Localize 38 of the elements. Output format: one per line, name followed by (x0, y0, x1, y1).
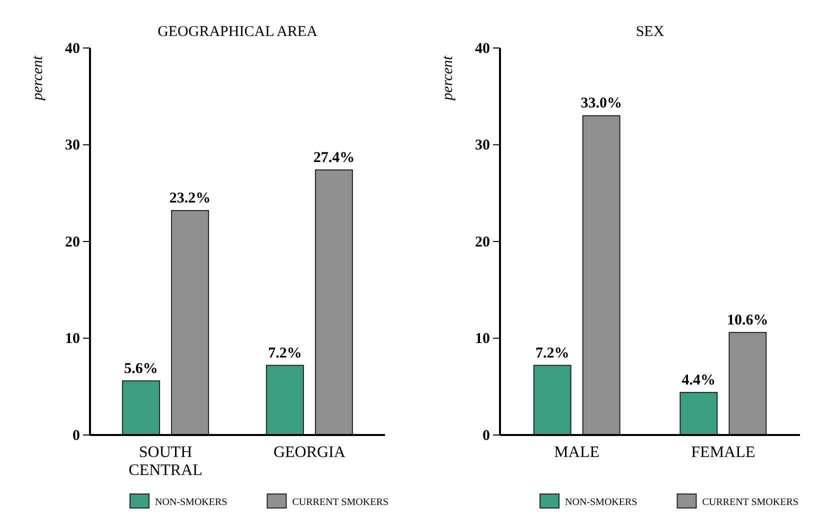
x-tick-label: SOUTH CENTRAL (128, 444, 202, 479)
bar (266, 364, 304, 436)
y-tick-label: 0 (482, 428, 490, 444)
legend-label: NON-SMOKERS (155, 497, 228, 508)
data-label: 5.6% (124, 360, 158, 377)
y-tick-label: 40 (65, 40, 80, 57)
y-tick-label: 20 (65, 234, 80, 250)
bar (171, 210, 210, 436)
y-tick-label: 30 (65, 138, 80, 154)
y-axis-title: percent (440, 54, 456, 102)
bar (728, 332, 767, 436)
y-tick-label: 10 (65, 331, 80, 348)
data-label: 10.6% (727, 312, 768, 328)
x-tick-label: MALE (554, 444, 600, 461)
data-label: 23.2% (169, 190, 211, 207)
y-tick-label: 0 (72, 428, 80, 444)
data-label: 7.2% (535, 345, 570, 362)
bar (582, 115, 620, 436)
y-tick-label: 40 (475, 40, 490, 57)
legend-label: CURRENT SMOKERS (702, 497, 798, 508)
bar (314, 169, 353, 436)
y-tick-label: 20 (475, 234, 490, 250)
x-tick-label: FEMALE (691, 444, 756, 461)
chart-title: GEOGRAPHICAL AREA (158, 24, 318, 40)
bar (533, 364, 572, 436)
x-tick-label: GEORGIA (273, 444, 346, 461)
y-tick-label: 30 (475, 138, 490, 154)
y-tick-label: 10 (475, 331, 490, 348)
data-label: 27.4% (313, 150, 355, 166)
data-label: 7.2% (268, 345, 302, 362)
data-label: 4.4% (682, 372, 716, 388)
data-label: 33.0% (580, 96, 622, 112)
legend-label: CURRENT SMOKERS (292, 497, 388, 508)
legend-label: NON-SMOKERS (565, 497, 638, 508)
y-axis-title: percent (30, 54, 46, 102)
bar (122, 380, 160, 436)
chart-title: SEX (636, 24, 664, 40)
bar (680, 392, 718, 436)
